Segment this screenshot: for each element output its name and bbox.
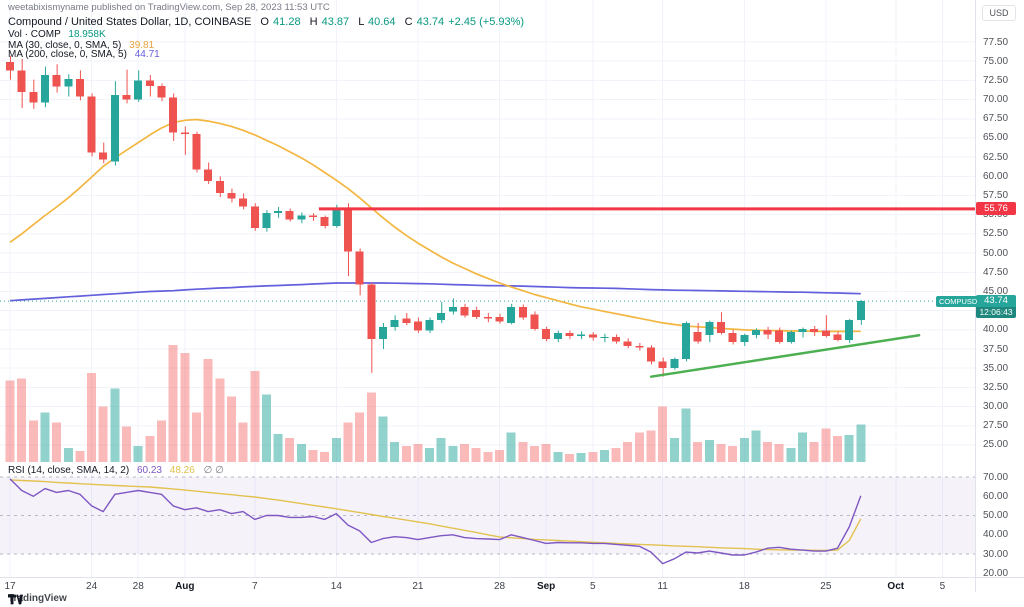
ma200-legend-value: 44.71 xyxy=(134,49,160,60)
price-tick: 50.00 xyxy=(983,247,1009,259)
time-tick: 24 xyxy=(86,581,98,592)
time-tick: 21 xyxy=(412,581,424,592)
time-tick: 5 xyxy=(939,581,946,592)
tradingview-logo[interactable]: TradingView xyxy=(8,593,67,605)
price-tick: 40.00 xyxy=(983,324,1009,336)
price-tick: 75.00 xyxy=(983,55,1009,67)
close-value: 43.74 xyxy=(416,16,445,28)
currency-label[interactable]: USD xyxy=(982,5,1016,21)
price-tick: 25.00 xyxy=(983,439,1009,451)
tradingview-logo-text: TradingView xyxy=(8,593,67,604)
time-tick: 11 xyxy=(657,581,668,592)
tradingview-logo-icon xyxy=(8,594,23,605)
symbol-ohlc-row: Compound / United States Dollar, 1D, COI… xyxy=(8,16,524,28)
low-label: L xyxy=(358,16,364,28)
time-tick: 14 xyxy=(330,581,342,592)
symbol-title[interactable]: Compound / United States Dollar, 1D, COI… xyxy=(8,16,252,28)
time-axis[interactable]: 17 24 28 Aug 7 14 21 28 Sep 5 11 18 25 Oct 5 xyxy=(0,577,975,592)
high-value: 43.87 xyxy=(321,16,350,28)
price-tick: 67.50 xyxy=(983,113,1009,125)
rsi-ma-value: 48.26 xyxy=(169,465,195,476)
open-value: 41.28 xyxy=(273,16,301,28)
price-tick: 57.50 xyxy=(983,190,1009,202)
rsi-tick: 30.00 xyxy=(983,548,1009,560)
rsi-tick: 70.00 xyxy=(983,471,1009,483)
bar-countdown: 12:06:43 xyxy=(976,307,1016,319)
ma30-legend-label[interactable]: MA (30, close, 0, SMA, 5) xyxy=(8,40,122,51)
price-axis[interactable]: USD 55.76 43.74 12:06:43 77.50 75.00 72.50… xyxy=(975,0,1024,592)
price-tick: 62.50 xyxy=(983,151,1009,163)
price-tick: 65.00 xyxy=(983,132,1009,144)
price-tick: 27.50 xyxy=(983,420,1009,432)
open-label: O xyxy=(260,16,269,28)
high-label: H xyxy=(309,16,318,28)
time-tick: 28 xyxy=(132,581,144,592)
publisher-line: weetabixismyname published on TradingVie… xyxy=(8,2,330,13)
time-tick: 28 xyxy=(493,581,506,592)
price-tick: 32.50 xyxy=(983,381,1009,393)
low-value: 40.64 xyxy=(368,16,396,28)
price-tick: 37.50 xyxy=(983,343,1009,355)
rsi-hidden-band-values: ∅ ∅ xyxy=(203,465,224,476)
price-tick: 60.00 xyxy=(983,170,1009,182)
rsi-tick: 60.00 xyxy=(983,490,1009,502)
change-value: +2.45 (+5.93%) xyxy=(448,16,525,28)
ma30-legend-row: MA (30, close, 0, SMA, 5) 39.81 xyxy=(8,40,154,51)
rsi-legend-row: RSI (14, close, SMA, 14, 2) 60.23 48.26 … xyxy=(8,465,224,476)
close-label: C xyxy=(404,16,413,28)
time-tick: 7 xyxy=(251,581,258,592)
volume-legend-row: Vol · COMP 18.958K xyxy=(8,29,106,40)
rsi-tick: 40.00 xyxy=(983,529,1009,541)
price-tick: 30.00 xyxy=(983,401,1009,413)
time-tick: 18 xyxy=(738,581,750,592)
time-tick: 5 xyxy=(589,581,596,592)
ma200-legend-label[interactable]: MA (200, close, 0, SMA, 5) xyxy=(8,49,127,60)
time-tick: Aug xyxy=(175,581,195,592)
current-price-tag: 43.74 12:06:43 xyxy=(976,295,1016,319)
price-tick: 72.50 xyxy=(983,74,1009,86)
price-tick: 77.50 xyxy=(983,36,1009,48)
symbol-price-label: COMPUSD xyxy=(936,296,981,308)
time-tick: Sep xyxy=(536,581,556,592)
rsi-legend-label[interactable]: RSI (14, close, SMA, 14, 2) xyxy=(8,465,130,476)
time-tick: Oct xyxy=(887,581,905,592)
ma200-legend-row: MA (200, close, 0, SMA, 5) 44.71 xyxy=(8,49,160,60)
time-tick: 17 xyxy=(4,581,16,592)
rsi-tick: 50.00 xyxy=(983,510,1009,521)
rsi-tick: 20.00 xyxy=(983,567,1009,579)
price-tick: 52.50 xyxy=(983,228,1009,240)
volume-legend-label[interactable]: Vol · COMP xyxy=(8,29,61,40)
time-tick: 25 xyxy=(820,581,832,592)
rsi-value: 60.23 xyxy=(136,465,162,476)
price-tick: 47.50 xyxy=(983,266,1009,278)
price-tick: 45.00 xyxy=(983,285,1009,297)
ma30-legend-value: 39.81 xyxy=(129,40,155,51)
price-tick: 70.00 xyxy=(983,94,1009,106)
current-price-value: 43.74 xyxy=(984,295,1008,307)
price-tick: 35.00 xyxy=(983,362,1009,374)
volume-legend-value: 18.958K xyxy=(68,29,106,40)
level-price-tag: 55.76 xyxy=(976,202,1016,216)
